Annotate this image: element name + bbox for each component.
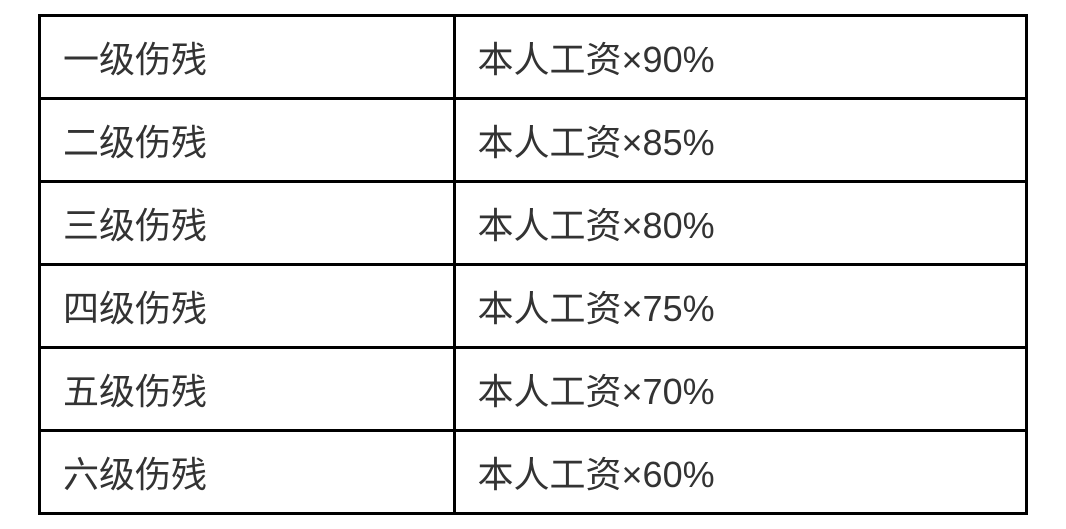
cell-level: 四级伤残 [40, 265, 455, 348]
cell-level: 一级伤残 [40, 16, 455, 99]
cell-level: 三级伤残 [40, 182, 455, 265]
cell-rate: 本人工资×90% [454, 16, 1026, 99]
cell-level: 二级伤残 [40, 99, 455, 182]
cell-rate: 本人工资×80% [454, 182, 1026, 265]
cell-rate: 本人工资×85% [454, 99, 1026, 182]
table-row: 六级伤残 本人工资×60% [40, 431, 1027, 514]
table-row: 五级伤残 本人工资×70% [40, 348, 1027, 431]
table-body: 一级伤残 本人工资×90% 二级伤残 本人工资×85% 三级伤残 本人工资×80… [40, 16, 1027, 514]
cell-rate: 本人工资×60% [454, 431, 1026, 514]
cell-rate: 本人工资×75% [454, 265, 1026, 348]
cell-rate: 本人工资×70% [454, 348, 1026, 431]
cell-level: 六级伤残 [40, 431, 455, 514]
table-row: 三级伤残 本人工资×80% [40, 182, 1027, 265]
cell-level: 五级伤残 [40, 348, 455, 431]
table-row: 二级伤残 本人工资×85% [40, 99, 1027, 182]
table-row: 一级伤残 本人工资×90% [40, 16, 1027, 99]
disability-allowance-table: 一级伤残 本人工资×90% 二级伤残 本人工资×85% 三级伤残 本人工资×80… [38, 14, 1028, 515]
table-row: 四级伤残 本人工资×75% [40, 265, 1027, 348]
